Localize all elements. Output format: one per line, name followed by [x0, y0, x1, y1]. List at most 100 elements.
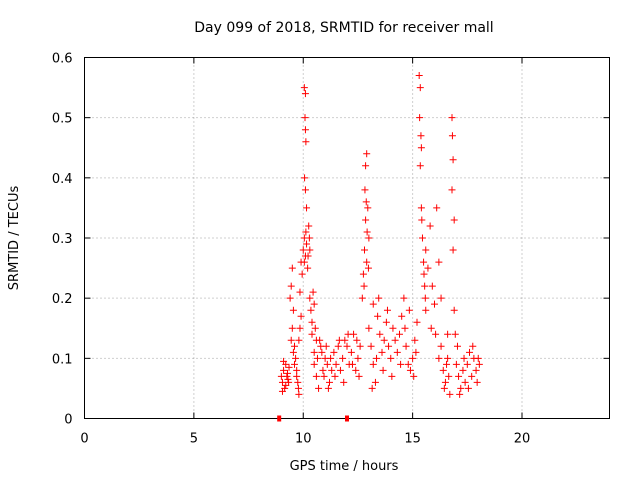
data-point [420, 270, 428, 278]
y-tick-label: 0.5 [52, 112, 73, 127]
data-point [288, 264, 296, 272]
data-point [420, 258, 428, 266]
data-point [449, 156, 457, 164]
data-point [444, 354, 452, 362]
data-point [441, 378, 449, 386]
data-point [280, 366, 288, 374]
data-point [455, 372, 463, 380]
data-point [293, 372, 301, 380]
data-point [324, 384, 332, 392]
data-point [413, 318, 421, 326]
x-axis-label: GPS time / hours [290, 459, 399, 474]
data-point [295, 390, 303, 398]
data-point [295, 336, 303, 344]
data-point [301, 114, 309, 122]
axis-ticks: 0 0.1 0.2 0.3 0.4 0.5 0.6 0 5 10 15 20 [52, 52, 610, 447]
y-tick-label: 0.2 [52, 292, 73, 307]
data-point [303, 240, 311, 248]
data-point [364, 204, 372, 212]
data-point [448, 114, 456, 122]
data-point [332, 360, 340, 368]
data-point [416, 114, 424, 122]
data-point [431, 300, 438, 308]
data-point [371, 378, 379, 386]
data-point [427, 324, 435, 332]
data-point [362, 162, 370, 170]
data-point [417, 204, 425, 212]
data-point [444, 330, 452, 338]
data-point [285, 363, 293, 371]
data-point [411, 336, 419, 344]
data-point [472, 366, 480, 374]
data-point [369, 300, 377, 308]
data-point [380, 336, 388, 344]
data-point [278, 378, 286, 386]
data-point [298, 270, 306, 278]
y-axis-label: SRMTID / TECUs [7, 186, 22, 291]
data-point [412, 348, 420, 356]
data-point [365, 234, 373, 242]
x-tick-label: 0 [80, 432, 88, 447]
data-points [277, 72, 483, 422]
data-point [309, 288, 317, 296]
data-point [396, 330, 403, 338]
data-point [355, 372, 363, 380]
data-point [474, 354, 482, 362]
data-point [354, 354, 362, 362]
data-point [421, 294, 429, 302]
data-point [353, 336, 361, 344]
data-point [280, 357, 288, 365]
data-point [278, 387, 286, 395]
data-point [457, 384, 465, 392]
data-point [402, 342, 410, 350]
data-point [358, 294, 366, 302]
data-point [299, 246, 307, 254]
data-point [359, 270, 367, 278]
data-point [376, 330, 384, 338]
chart-title: Day 099 of 2018, SRMTID for receiver mal… [194, 20, 493, 36]
data-point [294, 378, 302, 386]
data-point [437, 342, 445, 350]
data-point [360, 282, 368, 290]
x-tick-label: 5 [190, 432, 198, 447]
data-point [445, 372, 453, 380]
data-point [365, 324, 373, 332]
data-point [347, 348, 355, 356]
data-point [300, 258, 308, 266]
data-point [435, 258, 443, 266]
data-point [463, 360, 471, 368]
data-point [304, 252, 312, 260]
data-point [310, 360, 318, 368]
data-point [453, 342, 461, 350]
data-point [296, 324, 304, 332]
data-point [368, 384, 376, 392]
data-point [473, 378, 481, 386]
data-point [418, 216, 426, 224]
data-point [416, 162, 424, 170]
data-point [326, 378, 333, 386]
data-point [285, 378, 293, 386]
data-point [289, 306, 297, 314]
data-point [361, 246, 368, 254]
data-point [397, 360, 405, 368]
data-point [308, 330, 316, 338]
data-point [398, 312, 406, 320]
data-point [404, 360, 412, 368]
data-point [364, 264, 372, 272]
data-point [383, 306, 391, 314]
data-point [391, 336, 399, 344]
data-point [282, 381, 290, 389]
data-point [451, 330, 459, 338]
data-point [300, 84, 308, 92]
data-point [306, 294, 314, 302]
x-tick-label: 10 [295, 432, 312, 447]
data-point [437, 294, 445, 302]
data-point [328, 366, 336, 374]
data-point [322, 342, 330, 350]
data-point [363, 150, 371, 158]
data-point [367, 342, 375, 350]
data-point [388, 372, 396, 380]
data-point [348, 360, 356, 368]
data-point [464, 384, 472, 392]
